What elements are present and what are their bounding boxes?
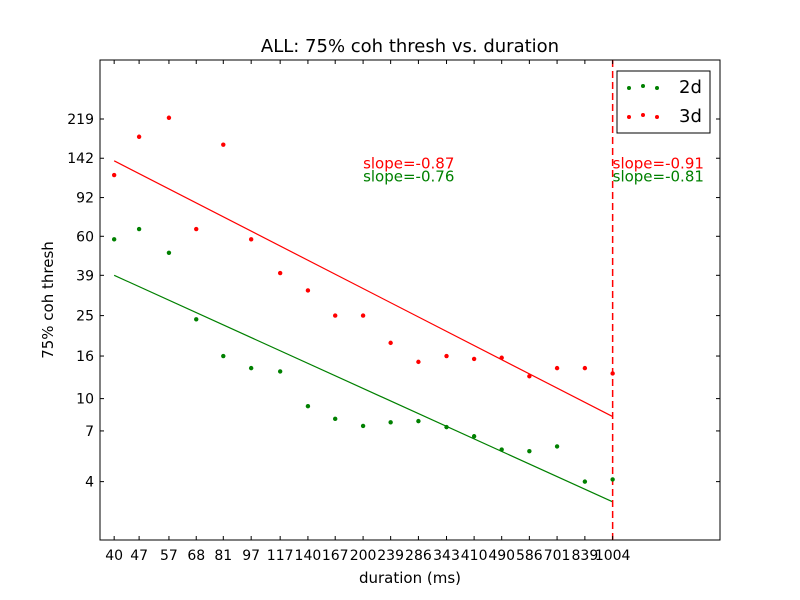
x-tick-label: 410 — [461, 548, 488, 564]
x-tick-label: 586 — [516, 548, 543, 564]
x-tick-label: 200 — [350, 548, 377, 564]
data-point-3d — [388, 340, 393, 346]
data-point-3d — [527, 374, 532, 379]
data-point-2d — [527, 448, 532, 454]
data-point-3d — [194, 226, 199, 232]
x-tick-label: 490 — [488, 548, 515, 564]
y-tick-label: 7 — [85, 424, 94, 440]
data-point-2d — [248, 365, 254, 371]
x-tick-label: 47 — [130, 548, 148, 564]
data-point-2d — [136, 226, 142, 232]
data-points — [111, 115, 615, 484]
slope-annotation: slope=-0.87 — [363, 154, 454, 172]
data-point-2d — [194, 317, 199, 322]
x-tick-label: 40 — [105, 548, 123, 564]
fit-lines — [113, 160, 613, 503]
y-tick-label: 60 — [76, 229, 94, 245]
data-point-2d — [111, 237, 117, 242]
data-point-3d — [471, 356, 477, 362]
x-tick-label: 701 — [544, 548, 571, 564]
data-point-3d — [136, 134, 142, 139]
data-point-3d — [360, 313, 366, 318]
data-point-2d — [277, 369, 283, 374]
x-tick-label: 343 — [433, 548, 460, 564]
legend-marker-2d — [655, 86, 659, 90]
data-point-3d — [166, 115, 172, 120]
y-tick-label: 219 — [67, 112, 94, 128]
data-point-2d — [582, 479, 588, 484]
legend-box — [616, 70, 711, 134]
fit-line-2d — [113, 274, 613, 503]
chart-title: ALL: 75% coh thresh vs. duration — [261, 36, 559, 57]
slope-annotation: slope=-0.76 — [363, 167, 454, 185]
data-point-2d — [444, 424, 449, 430]
x-tick-label: 1004 — [595, 548, 631, 564]
y-axis-label: 75% coh thresh — [39, 241, 57, 359]
data-point-2d — [554, 444, 560, 449]
x-tick-label: 839 — [572, 548, 599, 564]
x-axis-label: duration (ms) — [359, 569, 461, 587]
data-point-3d — [277, 270, 283, 276]
x-tick-label: 140 — [295, 548, 322, 564]
slope-annotation: slope=-0.91 — [613, 154, 704, 172]
y-tick-label: 4 — [85, 475, 94, 491]
data-point-3d — [582, 365, 588, 371]
data-point-2d — [166, 250, 172, 256]
slope-annotation: slope=-0.81 — [613, 167, 704, 185]
legend-label-3d: 3d — [679, 106, 702, 127]
plot-area — [99, 59, 721, 541]
data-point-3d — [610, 371, 615, 376]
y-tick-label: 39 — [76, 268, 94, 284]
legend-marker-2d — [627, 86, 631, 90]
data-point-3d — [111, 172, 117, 178]
x-tick-label: 117 — [267, 548, 294, 564]
data-point-3d — [221, 142, 226, 147]
data-point-3d — [333, 313, 338, 318]
x-axis-ticks: 40 47 57 68 81 97 117 140 167 200 239 286 343 410 490 5… — [105, 60, 631, 564]
y-tick-label: 25 — [76, 309, 94, 325]
data-point-2d — [333, 416, 338, 422]
x-tick-label: 97 — [242, 548, 260, 564]
x-tick-label: 81 — [214, 548, 232, 564]
y-tick-label: 92 — [76, 191, 94, 207]
data-point-3d — [416, 359, 421, 365]
data-point-3d — [305, 288, 311, 293]
y-tick-label: 10 — [76, 392, 94, 408]
x-tick-label: 286 — [405, 548, 432, 564]
data-point-3d — [499, 355, 504, 360]
data-point-3d — [554, 365, 560, 371]
legend-marker-3d — [655, 115, 659, 119]
legend-marker-3d — [627, 115, 631, 119]
data-point-2d — [305, 403, 311, 409]
data-point-2d — [360, 423, 366, 429]
x-tick-label: 68 — [187, 548, 205, 564]
data-point-3d — [248, 237, 254, 242]
data-point-2d — [610, 477, 615, 482]
data-point-3d — [444, 353, 449, 359]
y-axis-ticks: 4 7 10 16 25 39 60 92 142 219 — [67, 112, 720, 491]
data-point-2d — [221, 353, 226, 359]
legend-marker-3d — [641, 113, 645, 117]
data-point-2d — [416, 418, 421, 424]
data-point-2d — [499, 447, 504, 452]
fit-line-3d — [113, 160, 613, 418]
x-tick-label: 167 — [322, 548, 349, 564]
y-tick-label: 142 — [67, 151, 94, 167]
legend-label-2d: 2d — [679, 77, 702, 98]
data-point-2d — [471, 434, 477, 439]
x-tick-label: 57 — [160, 548, 178, 564]
y-tick-label: 16 — [76, 349, 94, 365]
data-point-2d — [388, 420, 393, 425]
x-tick-label: 239 — [377, 548, 404, 564]
legend-marker-2d — [641, 84, 645, 88]
